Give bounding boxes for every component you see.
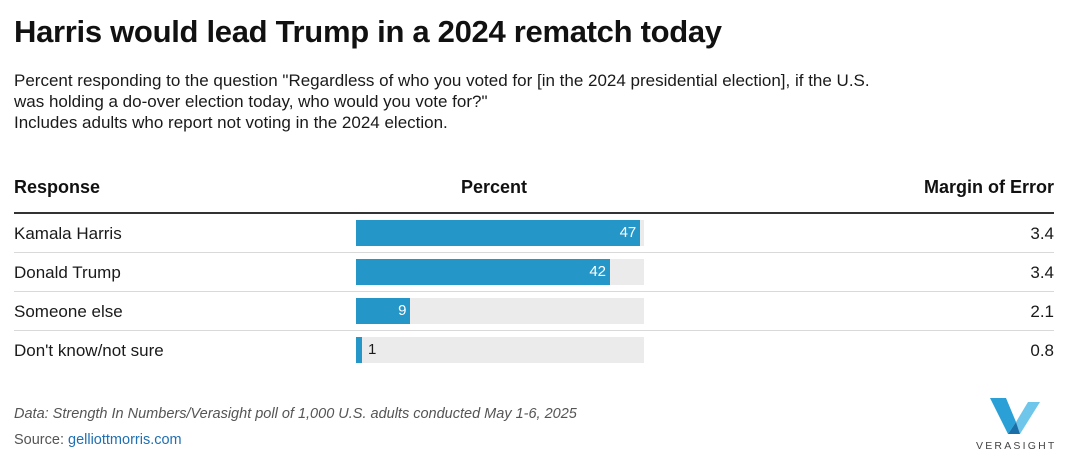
verasight-v-logo-icon (990, 398, 1040, 434)
bar (356, 337, 363, 363)
row-margin-of-error: 2.1 (1030, 302, 1054, 321)
row-response-label: Donald Trump (14, 263, 121, 282)
row-margin-of-error: 3.4 (1030, 263, 1054, 282)
table-row: Don't know/not sure 1 0.8 (14, 331, 1054, 369)
chart-title: Harris would lead Trump in a 2024 rematc… (14, 14, 722, 49)
column-header-margin-of-error: Margin of Error (923, 177, 1054, 197)
logo-text: VERASIGHT (976, 440, 1057, 452)
table-row: Donald Trump 42 3.4 (14, 253, 1054, 292)
bar (356, 220, 641, 246)
row-response-label: Someone else (14, 302, 123, 321)
row-margin-of-error: 3.4 (1030, 224, 1054, 243)
bar-value-label: 47 (619, 224, 637, 241)
subtitle-line-1: Percent responding to the question "Rega… (14, 71, 870, 90)
row-response-label: Don't know/not sure (14, 341, 164, 360)
bar-track: 42 (356, 259, 644, 285)
bar-value-label: 1 (368, 341, 377, 358)
column-header-percent: Percent (461, 177, 528, 197)
footer-note: Data: Strength In Numbers/Verasight poll… (14, 406, 577, 422)
bar-value-label: 9 (398, 302, 407, 319)
verasight-logo: VERASIGHT (976, 392, 1056, 458)
row-response-label: Kamala Harris (14, 224, 122, 243)
table-row: Kamala Harris 47 3.4 (14, 214, 1054, 253)
bar-track: 9 (356, 298, 644, 324)
bar-value-label: 42 (589, 263, 607, 280)
table-body: Kamala Harris 47 3.4 Donald Trump 42 3.4 Someo… (14, 214, 1054, 369)
table-header: Response Percent Margin of Error (14, 172, 1054, 214)
bar (356, 298, 411, 324)
bar (356, 259, 611, 285)
source-link[interactable]: gelliottmorris.com (68, 432, 182, 448)
table-row: Someone else 9 2.1 (14, 292, 1054, 331)
bar-track: 47 (356, 220, 644, 246)
subtitle-line-3: Includes adults who report not voting in… (14, 113, 448, 132)
row-margin-of-error: 0.8 (1030, 341, 1054, 360)
footer-source: Source: gelliottmorris.com (14, 432, 182, 448)
chart-subtitle: Percent responding to the question "Rega… (14, 70, 1064, 133)
column-header-response: Response (14, 177, 101, 197)
subtitle-line-2: was holding a do-over election today, wh… (14, 92, 488, 111)
bar-track: 1 (356, 337, 644, 363)
source-label: Source: (14, 432, 64, 448)
